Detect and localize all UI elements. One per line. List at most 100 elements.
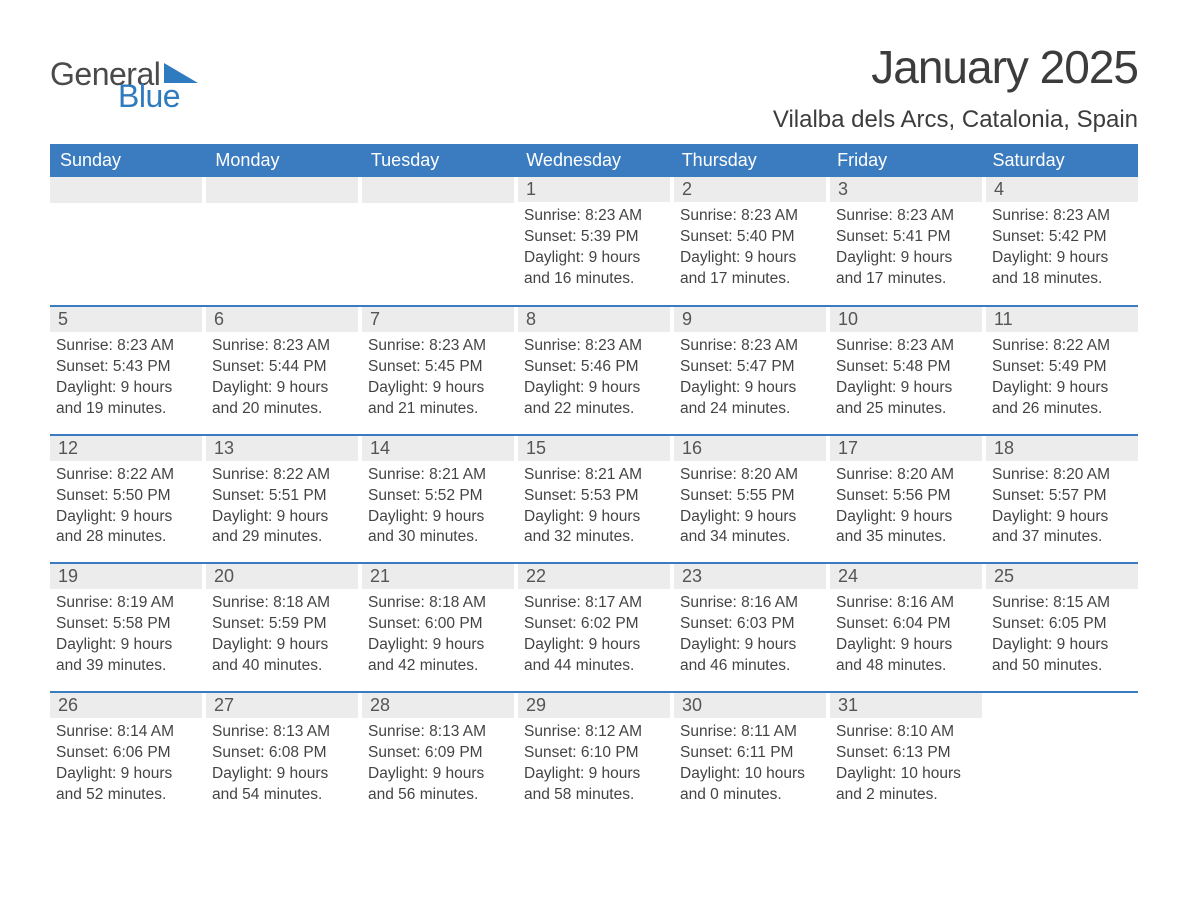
- day-cell: 31Sunrise: 8:10 AMSunset: 6:13 PMDayligh…: [830, 693, 982, 820]
- sunrise-line: Sunrise: 8:20 AM: [992, 465, 1132, 486]
- sunrise-line: Sunrise: 8:23 AM: [992, 206, 1132, 227]
- daylight-line1: Daylight: 9 hours: [212, 378, 352, 399]
- sunrise-line: Sunrise: 8:23 AM: [56, 336, 196, 357]
- daylight-line1: Daylight: 9 hours: [680, 378, 820, 399]
- sunset-line: Sunset: 6:11 PM: [680, 743, 820, 764]
- daylight-line1: Daylight: 9 hours: [836, 378, 976, 399]
- daylight-line1: Daylight: 9 hours: [992, 378, 1132, 399]
- day-number: 24: [830, 564, 982, 589]
- sunrise-line: Sunrise: 8:23 AM: [836, 206, 976, 227]
- day-details: Sunrise: 8:18 AMSunset: 6:00 PMDaylight:…: [362, 589, 514, 691]
- calendar-grid: Sunday Monday Tuesday Wednesday Thursday…: [50, 144, 1138, 820]
- day-number: 10: [830, 307, 982, 332]
- day-cell: 7Sunrise: 8:23 AMSunset: 5:45 PMDaylight…: [362, 307, 514, 434]
- daylight-line2: and 24 minutes.: [680, 399, 820, 420]
- daylight-line2: and 16 minutes.: [524, 269, 664, 290]
- day-cell: 4Sunrise: 8:23 AMSunset: 5:42 PMDaylight…: [986, 177, 1138, 305]
- day-cell: 21Sunrise: 8:18 AMSunset: 6:00 PMDayligh…: [362, 564, 514, 691]
- daylight-line1: Daylight: 9 hours: [680, 507, 820, 528]
- sunset-line: Sunset: 6:02 PM: [524, 614, 664, 635]
- sunset-line: Sunset: 5:42 PM: [992, 227, 1132, 248]
- day-cell: [206, 177, 358, 305]
- daylight-line2: and 40 minutes.: [212, 656, 352, 677]
- daylight-line1: Daylight: 9 hours: [368, 764, 508, 785]
- day-details: Sunrise: 8:23 AMSunset: 5:39 PMDaylight:…: [518, 202, 670, 304]
- daylight-line2: and 20 minutes.: [212, 399, 352, 420]
- day-details: Sunrise: 8:20 AMSunset: 5:57 PMDaylight:…: [986, 461, 1138, 563]
- day-cell: 16Sunrise: 8:20 AMSunset: 5:55 PMDayligh…: [674, 436, 826, 563]
- sunset-line: Sunset: 5:57 PM: [992, 486, 1132, 507]
- weekday-header: Thursday: [672, 144, 827, 177]
- daylight-line2: and 54 minutes.: [212, 785, 352, 806]
- sunset-line: Sunset: 5:39 PM: [524, 227, 664, 248]
- day-cell: 9Sunrise: 8:23 AMSunset: 5:47 PMDaylight…: [674, 307, 826, 434]
- daylight-line2: and 56 minutes.: [368, 785, 508, 806]
- day-cell: 18Sunrise: 8:20 AMSunset: 5:57 PMDayligh…: [986, 436, 1138, 563]
- daylight-line1: Daylight: 9 hours: [56, 635, 196, 656]
- sunset-line: Sunset: 5:52 PM: [368, 486, 508, 507]
- day-cell: [362, 177, 514, 305]
- daylight-line2: and 48 minutes.: [836, 656, 976, 677]
- day-details: Sunrise: 8:17 AMSunset: 6:02 PMDaylight:…: [518, 589, 670, 691]
- weekday-header: Friday: [827, 144, 982, 177]
- day-number: 15: [518, 436, 670, 461]
- day-cell: 22Sunrise: 8:17 AMSunset: 6:02 PMDayligh…: [518, 564, 670, 691]
- sunrise-line: Sunrise: 8:23 AM: [836, 336, 976, 357]
- day-cell: 11Sunrise: 8:22 AMSunset: 5:49 PMDayligh…: [986, 307, 1138, 434]
- daylight-line2: and 0 minutes.: [680, 785, 820, 806]
- daylight-line2: and 22 minutes.: [524, 399, 664, 420]
- sunset-line: Sunset: 6:08 PM: [212, 743, 352, 764]
- day-number: 22: [518, 564, 670, 589]
- sunset-line: Sunset: 5:46 PM: [524, 357, 664, 378]
- sunrise-line: Sunrise: 8:12 AM: [524, 722, 664, 743]
- day-cell: 20Sunrise: 8:18 AMSunset: 5:59 PMDayligh…: [206, 564, 358, 691]
- day-cell: 5Sunrise: 8:23 AMSunset: 5:43 PMDaylight…: [50, 307, 202, 434]
- daylight-line1: Daylight: 9 hours: [524, 378, 664, 399]
- daylight-line2: and 32 minutes.: [524, 527, 664, 548]
- empty-day-header: [362, 177, 514, 203]
- day-number: 21: [362, 564, 514, 589]
- sunrise-line: Sunrise: 8:22 AM: [56, 465, 196, 486]
- sunrise-line: Sunrise: 8:15 AM: [992, 593, 1132, 614]
- sunrise-line: Sunrise: 8:23 AM: [212, 336, 352, 357]
- day-details: Sunrise: 8:23 AMSunset: 5:44 PMDaylight:…: [206, 332, 358, 434]
- day-cell: 17Sunrise: 8:20 AMSunset: 5:56 PMDayligh…: [830, 436, 982, 563]
- day-cell: 12Sunrise: 8:22 AMSunset: 5:50 PMDayligh…: [50, 436, 202, 563]
- sunrise-line: Sunrise: 8:23 AM: [524, 206, 664, 227]
- calendar-page: General Blue January 2025 Vilalba dels A…: [0, 0, 1188, 860]
- day-cell: 14Sunrise: 8:21 AMSunset: 5:52 PMDayligh…: [362, 436, 514, 563]
- daylight-line2: and 39 minutes.: [56, 656, 196, 677]
- day-details: Sunrise: 8:18 AMSunset: 5:59 PMDaylight:…: [206, 589, 358, 691]
- daylight-line1: Daylight: 9 hours: [680, 635, 820, 656]
- daylight-line1: Daylight: 9 hours: [836, 507, 976, 528]
- day-cell: 19Sunrise: 8:19 AMSunset: 5:58 PMDayligh…: [50, 564, 202, 691]
- day-details: Sunrise: 8:19 AMSunset: 5:58 PMDaylight:…: [50, 589, 202, 691]
- week-row: 5Sunrise: 8:23 AMSunset: 5:43 PMDaylight…: [50, 305, 1138, 434]
- daylight-line2: and 34 minutes.: [680, 527, 820, 548]
- daylight-line1: Daylight: 9 hours: [524, 764, 664, 785]
- day-details: Sunrise: 8:12 AMSunset: 6:10 PMDaylight:…: [518, 718, 670, 820]
- daylight-line2: and 2 minutes.: [836, 785, 976, 806]
- sunset-line: Sunset: 6:04 PM: [836, 614, 976, 635]
- day-number: 28: [362, 693, 514, 718]
- sunset-line: Sunset: 6:00 PM: [368, 614, 508, 635]
- day-number: 16: [674, 436, 826, 461]
- day-cell: 13Sunrise: 8:22 AMSunset: 5:51 PMDayligh…: [206, 436, 358, 563]
- daylight-line1: Daylight: 9 hours: [212, 764, 352, 785]
- sunrise-line: Sunrise: 8:23 AM: [524, 336, 664, 357]
- sunset-line: Sunset: 5:45 PM: [368, 357, 508, 378]
- day-cell: 2Sunrise: 8:23 AMSunset: 5:40 PMDaylight…: [674, 177, 826, 305]
- day-number: 26: [50, 693, 202, 718]
- day-cell: 29Sunrise: 8:12 AMSunset: 6:10 PMDayligh…: [518, 693, 670, 820]
- daylight-line2: and 30 minutes.: [368, 527, 508, 548]
- day-details: Sunrise: 8:22 AMSunset: 5:49 PMDaylight:…: [986, 332, 1138, 434]
- sunrise-line: Sunrise: 8:21 AM: [368, 465, 508, 486]
- day-number: 23: [674, 564, 826, 589]
- daylight-line2: and 44 minutes.: [524, 656, 664, 677]
- sunset-line: Sunset: 5:41 PM: [836, 227, 976, 248]
- sunrise-line: Sunrise: 8:18 AM: [368, 593, 508, 614]
- day-details: Sunrise: 8:22 AMSunset: 5:51 PMDaylight:…: [206, 461, 358, 563]
- daylight-line1: Daylight: 9 hours: [212, 507, 352, 528]
- day-details: Sunrise: 8:23 AMSunset: 5:41 PMDaylight:…: [830, 202, 982, 304]
- day-number: 8: [518, 307, 670, 332]
